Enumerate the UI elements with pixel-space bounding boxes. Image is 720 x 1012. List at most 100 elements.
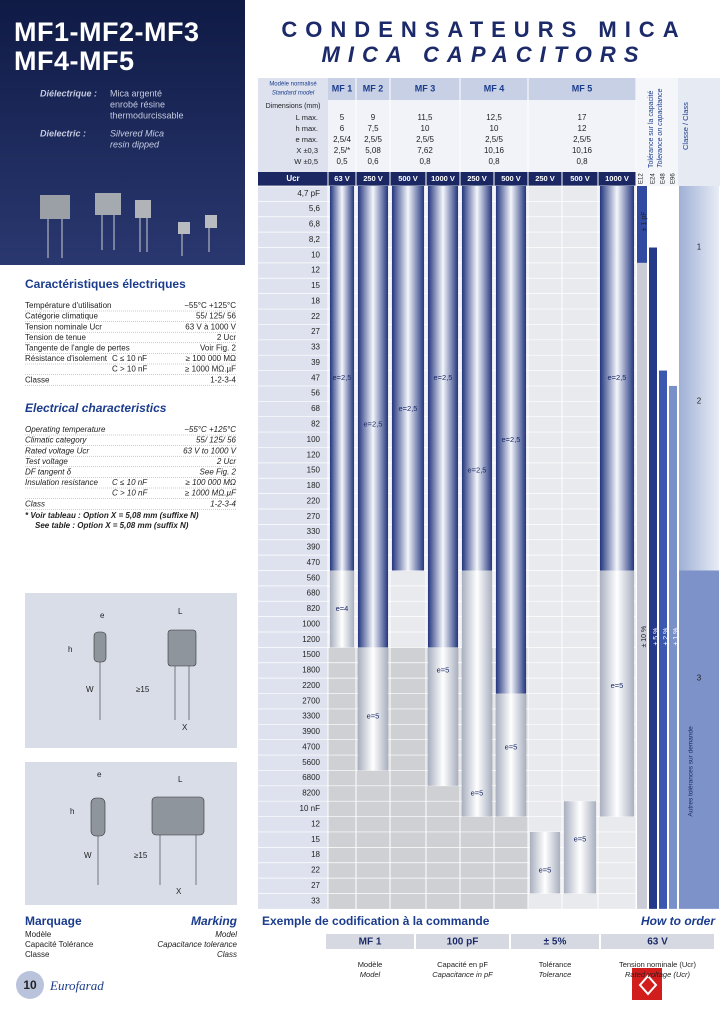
order-value: 63 V	[647, 937, 668, 948]
dimension-label: W	[84, 851, 92, 860]
range-bar	[428, 186, 458, 648]
char-label: DF tangent δ	[25, 468, 72, 477]
capacitance: 27	[311, 327, 320, 336]
tolerance-code: E12	[639, 173, 645, 184]
order-caption: Capacité en pF	[437, 960, 488, 969]
brand: Eurofarad	[49, 978, 104, 993]
dimension-label: L max.	[296, 113, 318, 122]
range-bar	[330, 186, 354, 571]
bar-label: e=5	[437, 665, 450, 674]
title: MF4-MF5	[14, 46, 135, 76]
bar-label: e=5	[471, 788, 484, 797]
bar-label: e=5	[367, 712, 380, 721]
voltage: 250 V	[467, 174, 487, 183]
drawing-panel	[25, 762, 237, 905]
dielectric-text: Silvered Mica	[110, 128, 164, 138]
order-value: MF 1	[359, 937, 382, 948]
dimension-value: 6	[340, 124, 345, 133]
dielectric-text: Mica argenté	[110, 88, 162, 98]
tolerance-label: ± 5 %	[653, 628, 660, 646]
capacitance: 18	[311, 850, 320, 859]
bar-label: e=2,5	[364, 419, 383, 428]
voltage-row	[258, 172, 636, 186]
capacitance: 22	[311, 312, 320, 321]
capacitance: 5,6	[309, 204, 321, 213]
capacitance: 15	[311, 835, 320, 844]
range-bar	[564, 801, 596, 894]
class-bar	[679, 570, 719, 909]
voltage: 500 V	[501, 174, 521, 183]
capacitance: 2200	[302, 681, 320, 690]
voltage: 1000 V	[605, 174, 629, 183]
dimension-value: 11,5	[418, 113, 434, 122]
capacitance: 6800	[302, 773, 320, 782]
heading: MICA CAPACITORS	[322, 42, 647, 67]
dimension-value: 10,16	[484, 146, 505, 155]
char-value: ≥ 1000 MΩ.µF	[185, 365, 236, 374]
capacitance: 1800	[302, 666, 320, 675]
tolerance-code: E24	[651, 173, 657, 184]
capacitance: 100	[307, 435, 321, 444]
order-caption: Modèle	[358, 960, 383, 969]
dimension-label: e	[97, 770, 102, 779]
range-bar	[600, 186, 634, 571]
capacitance: 1200	[302, 635, 320, 644]
note: See table : Option X = 5,08 mm (suffix N…	[35, 521, 189, 530]
dimension-label: X	[176, 887, 182, 896]
order-cell	[416, 934, 509, 949]
dimension-value: 0,6	[367, 157, 379, 166]
dimension-label: W	[86, 685, 94, 694]
order-caption: Capacitance in pF	[432, 970, 493, 979]
class-label: 1	[697, 243, 702, 252]
char-condition: C ≤ 10 nF	[112, 354, 147, 363]
dielectric-label: Diélectrique :	[40, 88, 97, 98]
range-bar	[496, 186, 526, 694]
section-title: Exemple de codification à la commande	[262, 914, 490, 928]
char-value: 2 Ucr	[217, 333, 236, 342]
dimension-value: 9	[371, 113, 376, 122]
char-value: 2 Ucr	[216, 457, 236, 466]
tolerance-header: Tolerance on capacitance	[657, 88, 664, 168]
page-badge	[16, 971, 44, 999]
capacitance: 18	[311, 296, 320, 305]
order-caption: Rated voltage (Ucr)	[625, 970, 691, 979]
dimension-value: 10,16	[572, 146, 593, 155]
tolerance-header	[636, 78, 678, 186]
char-value: −55°C +125°C	[184, 301, 236, 310]
range-bar	[462, 186, 492, 571]
char-value: 55/ 125/ 56	[196, 312, 237, 321]
bar-label: e=5	[539, 865, 552, 874]
bar-label: e=2,5	[502, 435, 521, 444]
range-bar	[496, 693, 526, 817]
dimension-label: L	[178, 607, 183, 616]
capacitance: 270	[307, 512, 321, 521]
order-cell	[326, 934, 414, 949]
order-caption: Model	[360, 970, 381, 979]
bar-label: e=4	[336, 604, 349, 613]
char-label: Résistance d'isolement	[25, 354, 108, 363]
voltage: 500 V	[570, 174, 590, 183]
voltage-header: Ucr	[286, 174, 299, 183]
capacitance: 22	[311, 866, 320, 875]
char-label: Tension de tenue	[25, 333, 86, 342]
range-bar	[330, 570, 354, 648]
char-value: ≥ 100 000 MΩ	[185, 478, 236, 487]
capacitance: 1000	[302, 619, 320, 628]
char-value: 1-2-3-4	[210, 499, 236, 508]
bar-label: e=5	[574, 835, 587, 844]
capacitance: 56	[311, 389, 320, 398]
char-label: Tangente de l'angle de pertes	[25, 344, 130, 353]
class-header	[678, 78, 720, 186]
tolerance-label: ± 1 pF	[641, 211, 648, 231]
capacitance: 82	[311, 419, 320, 428]
drawing-panel	[25, 593, 237, 748]
class-header: Classe / Class	[681, 102, 690, 150]
tolerance-code: E96	[671, 173, 677, 184]
dimension-value: 0,5	[336, 157, 348, 166]
char-label: Climatic category	[25, 436, 87, 445]
char-label: Classe	[25, 375, 50, 384]
range-bar	[358, 186, 388, 648]
dimension-value: 2,5/5	[416, 135, 434, 144]
capacitance: 15	[311, 281, 320, 290]
capacitance: 820	[307, 604, 321, 613]
